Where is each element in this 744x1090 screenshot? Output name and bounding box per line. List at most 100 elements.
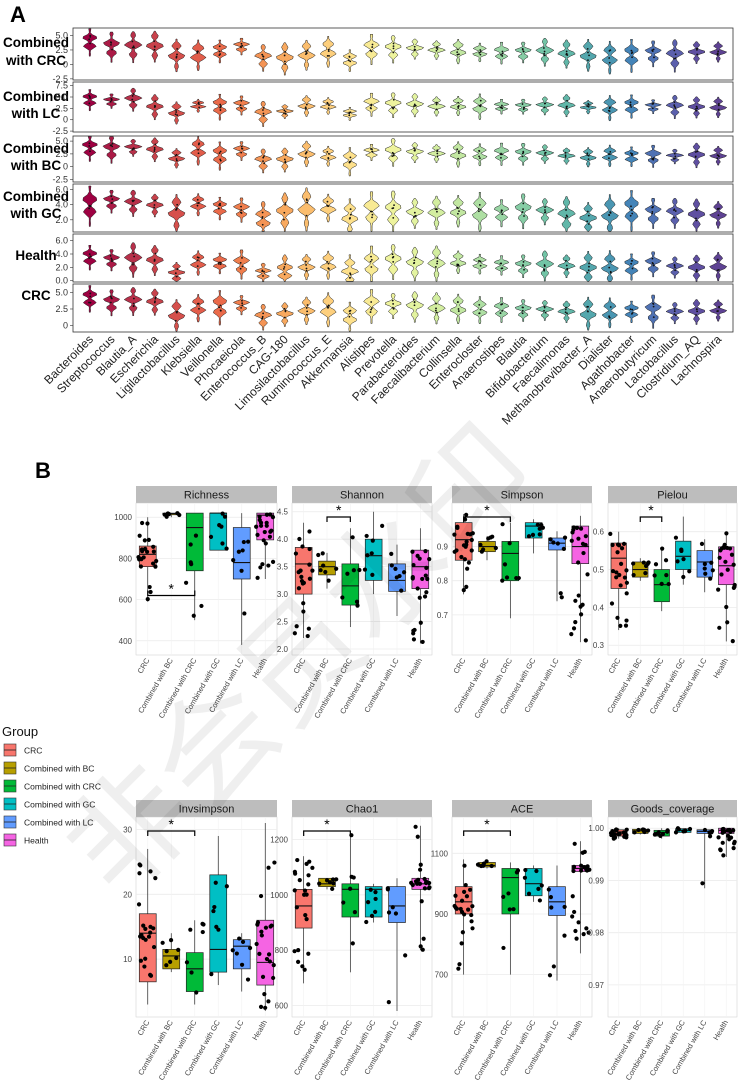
- violin-point: [284, 63, 287, 65]
- data-point: [413, 824, 418, 829]
- box-3: [673, 826, 693, 835]
- violin-point: [283, 218, 285, 221]
- box-5: [410, 528, 432, 645]
- data-point: [579, 863, 584, 868]
- data-point: [551, 540, 556, 545]
- violin-shape: [579, 296, 597, 331]
- violin-shape: [471, 192, 488, 232]
- violin-point: [261, 217, 264, 220]
- y-tick-label: 0: [63, 320, 68, 330]
- data-point: [411, 631, 416, 636]
- violin-point: [306, 199, 308, 202]
- violin-shape: [449, 250, 467, 274]
- data-point: [292, 888, 297, 893]
- violin-point: [132, 100, 135, 103]
- violin-shape: [601, 144, 619, 167]
- violin-point: [219, 204, 222, 207]
- data-point: [610, 542, 615, 548]
- violin-point: [349, 273, 352, 276]
- violin-point: [478, 51, 481, 54]
- violin-point: [716, 310, 719, 313]
- violin-point: [197, 152, 200, 155]
- panel-title: Chao1: [346, 804, 378, 816]
- data-point: [326, 578, 331, 583]
- data-point: [570, 914, 575, 919]
- data-point: [724, 531, 729, 536]
- data-point: [189, 970, 194, 975]
- data-point: [570, 894, 575, 899]
- violin-point: [88, 102, 91, 105]
- violin-point: [219, 261, 222, 264]
- box-iqr: [341, 883, 360, 918]
- violin-point: [435, 101, 438, 104]
- violin-point: [369, 311, 372, 313]
- data-point: [307, 546, 312, 552]
- violin-point: [131, 204, 134, 207]
- data-point: [422, 886, 427, 891]
- violin-point: [521, 306, 524, 309]
- y-tick-label: 1.00: [588, 824, 604, 833]
- violin-shape: [102, 31, 121, 63]
- data-point: [561, 546, 566, 551]
- violin-point: [370, 103, 373, 106]
- data-point: [220, 541, 225, 546]
- data-point: [420, 576, 425, 582]
- violin-point: [241, 299, 243, 302]
- data-point: [466, 907, 471, 912]
- violin-point: [500, 267, 503, 270]
- data-point: [266, 563, 271, 568]
- data-point: [271, 975, 276, 981]
- violin-shape: [189, 250, 207, 276]
- violin-point: [89, 147, 92, 150]
- violin-point: [262, 275, 264, 277]
- violin-point: [348, 114, 351, 117]
- violin-point: [219, 103, 222, 106]
- data-point: [614, 570, 619, 575]
- violin-point: [326, 305, 329, 308]
- y-tick-label: 0.3: [593, 641, 605, 650]
- violin-point: [652, 316, 655, 318]
- violin-shape: [688, 299, 705, 325]
- y-tick-label: 5.0: [55, 288, 68, 298]
- data-point: [540, 525, 545, 530]
- legend-label: Combined with CRC: [24, 782, 101, 792]
- violin-point: [240, 42, 243, 45]
- y-tick-label: 4.0: [277, 535, 289, 544]
- box-4: [548, 531, 568, 602]
- violin-point: [88, 207, 91, 210]
- data-point: [153, 564, 158, 569]
- violin-point: [565, 52, 568, 55]
- violin-point: [478, 312, 481, 315]
- violin-point: [608, 157, 610, 160]
- violin-point: [371, 216, 373, 219]
- violin-point: [587, 59, 589, 62]
- violin-point: [523, 106, 525, 109]
- y-tick-label: 0.4: [593, 603, 605, 612]
- data-point: [259, 523, 264, 528]
- data-point: [266, 999, 271, 1004]
- box-3: [524, 519, 545, 554]
- violin-point: [479, 208, 482, 211]
- violin-shape: [167, 194, 186, 232]
- violin-point: [154, 297, 157, 300]
- data-point: [581, 932, 586, 937]
- violin-point: [544, 102, 547, 105]
- data-point: [403, 953, 408, 958]
- box-3: [208, 511, 229, 551]
- data-point: [295, 857, 300, 863]
- violin-point: [239, 267, 242, 270]
- violin-point: [479, 99, 482, 102]
- data-point: [732, 582, 737, 588]
- violin-point: [369, 260, 372, 263]
- data-point: [301, 580, 306, 585]
- violin-point: [566, 54, 569, 56]
- violin-shape: [644, 144, 662, 168]
- panel-strip: [608, 486, 737, 503]
- data-point: [646, 828, 651, 833]
- violin-point: [651, 257, 654, 260]
- data-point: [224, 884, 229, 889]
- violin-point: [392, 154, 395, 157]
- data-point: [146, 537, 151, 543]
- data-point: [578, 604, 583, 609]
